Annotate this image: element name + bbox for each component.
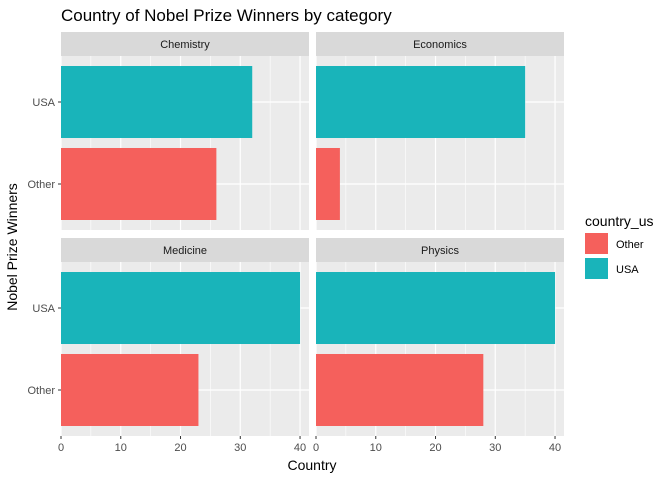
legend-key-usa: [585, 258, 608, 279]
legend-item-other: Other: [585, 233, 644, 254]
facet-strip-chemistry: [61, 32, 309, 56]
facet-economics: Economics: [315, 32, 564, 230]
facet-strip-label-chemistry: Chemistry: [160, 39, 210, 51]
facet-panels: Chemistry USA Other Economics Medicine USA Oth…: [27, 32, 564, 454]
facet-strip-label-economics: Economics: [413, 39, 467, 51]
facet-strip-label-physics: Physics: [421, 245, 459, 257]
facet-physics: Physics 0 10 20 30 40: [313, 238, 564, 454]
x-tick-label: 10: [115, 442, 127, 454]
x-tick-label: 20: [174, 442, 186, 454]
y-tick-label: USA: [32, 303, 55, 315]
y-axis-title: Nobel Prize Winners: [4, 183, 20, 311]
facet-strip-medicine: [61, 238, 309, 262]
facet-medicine: Medicine USA Other 0 10 20 30 40: [27, 238, 309, 454]
x-tick-label: 30: [489, 442, 501, 454]
x-tick-label: 10: [370, 442, 382, 454]
bar-economics-other: [316, 147, 340, 220]
legend-key-other: [585, 233, 608, 254]
x-tick-label: 30: [234, 442, 246, 454]
x-tick-label: 0: [58, 442, 64, 454]
bar-medicine-usa: [61, 272, 301, 345]
legend-label-usa: USA: [616, 264, 639, 276]
x-axis-title: Country: [287, 457, 336, 473]
bar-physics-other: [316, 353, 484, 426]
bar-chemistry-other: [61, 147, 217, 220]
facet-strip-label-medicine: Medicine: [163, 245, 207, 257]
bar-medicine-other: [61, 353, 199, 426]
legend-item-usa: USA: [585, 258, 639, 279]
x-tick-label: 20: [429, 442, 441, 454]
bar-chemistry-usa: [61, 66, 253, 139]
x-tick-label: 40: [549, 442, 561, 454]
y-tick-label: USA: [32, 97, 55, 109]
facet-strip-economics: [316, 32, 564, 56]
facet-strip-physics: [316, 238, 564, 262]
y-tick-label: Other: [27, 179, 55, 191]
y-tick-label: Other: [27, 385, 55, 397]
legend-title: country_us: [585, 213, 653, 229]
bar-economics-usa: [316, 66, 526, 139]
x-tick-label: 40: [294, 442, 306, 454]
x-tick-label: 0: [313, 442, 319, 454]
legend: country_us Other USA: [585, 213, 653, 279]
bar-physics-usa: [316, 272, 556, 345]
chart-title: Country of Nobel Prize Winners by catego…: [61, 6, 392, 25]
facet-chemistry: Chemistry USA Other: [27, 32, 309, 230]
legend-label-other: Other: [616, 239, 644, 251]
